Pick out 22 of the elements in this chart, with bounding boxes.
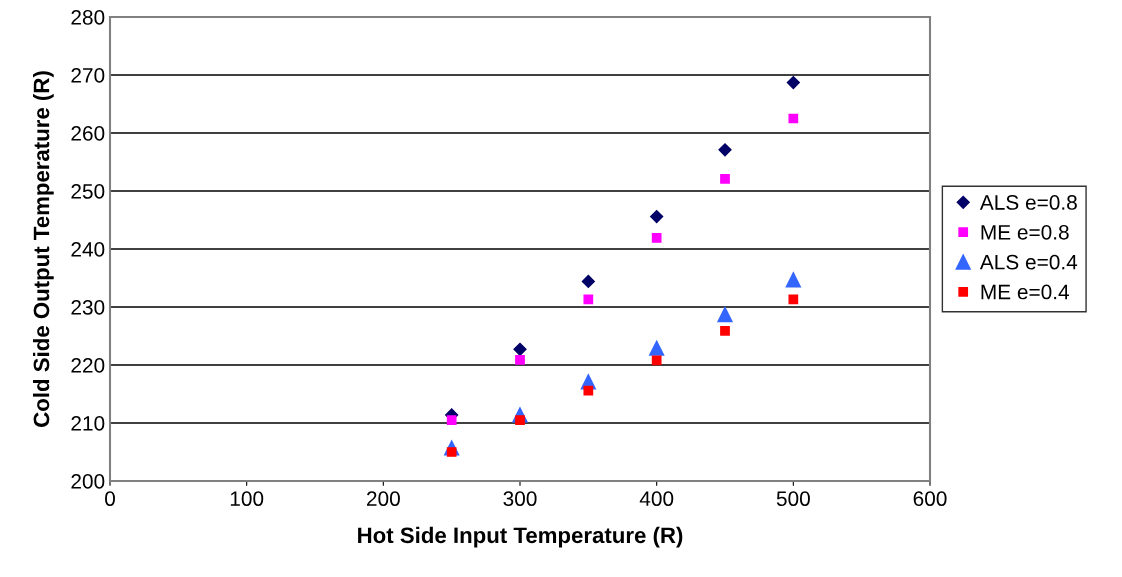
y-axis-title: Cold Side Output Temperature (R) [33,71,54,427]
y-tick-label: 200 [71,474,105,489]
y-tick-label: 210 [71,416,105,431]
legend-label: ALS e=0.8 [979,195,1077,210]
legend-label: ME e=0.4 [981,284,1070,300]
x-tick-label: 0 [105,491,115,507]
x-tick-label: 600 [913,491,947,507]
y-tick-label: 280 [71,10,105,25]
x-tick-label: 400 [639,491,674,507]
y-tick-label: 240 [71,242,105,257]
x-tick-label: 200 [367,491,400,507]
y-tick-label: 220 [71,358,105,373]
y-tick-label: 260 [71,126,105,141]
legend-label: ME e=0.8 [981,224,1069,240]
x-tick-label: 500 [776,491,810,507]
x-tick-label: 100 [230,491,264,507]
x-tick-label: 300 [503,491,537,507]
y-tick-label: 250 [71,184,105,199]
y-tick-label: 230 [71,300,105,315]
legend-label: ALS e=0.4 [979,254,1078,270]
y-tick-label: 270 [71,68,105,83]
x-axis-title: Hot Side Input Temperature (R) [358,526,683,548]
